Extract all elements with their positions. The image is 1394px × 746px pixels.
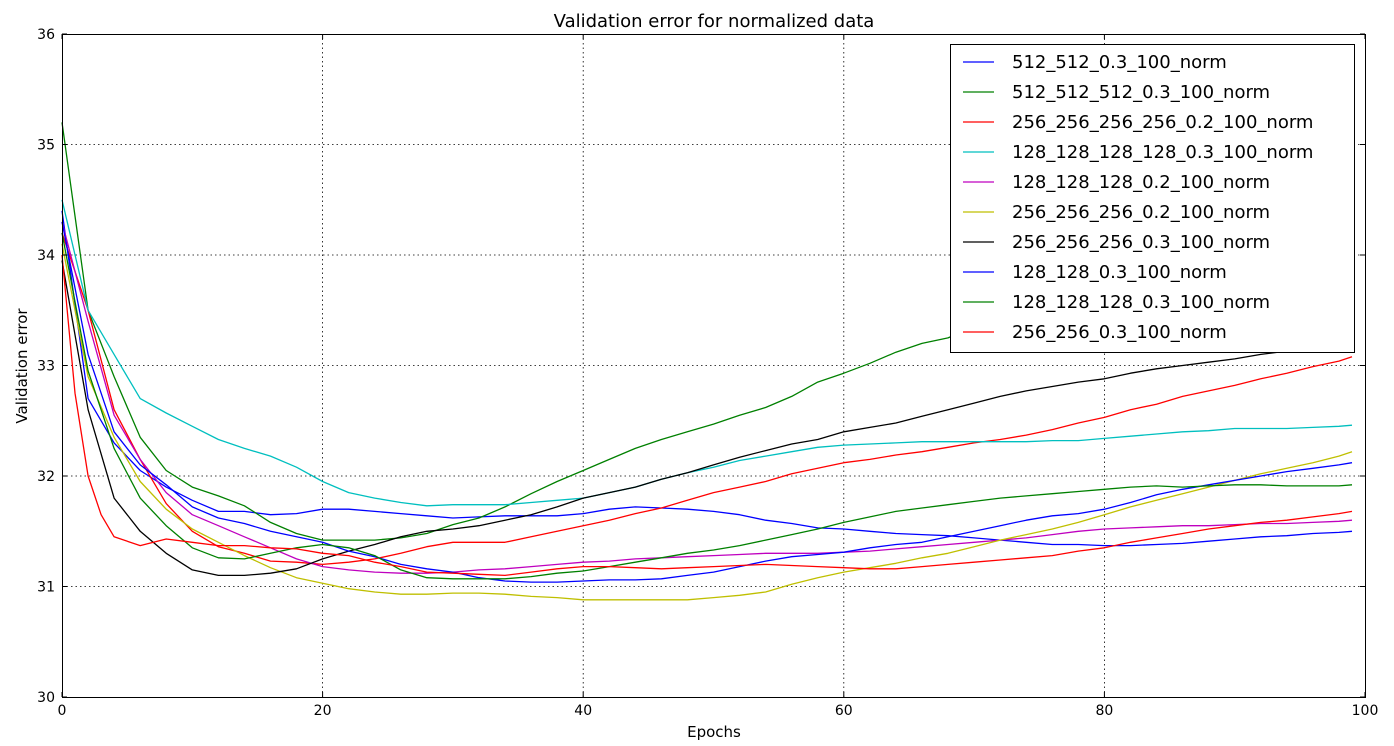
x-tick-label: 80 [1095,703,1113,719]
y-tick-label: 31 [37,580,55,596]
series-line-1 [61,210,1353,547]
axis-ticks: 0 20 40 60 80 100 30 31 32 33 34 35 36 [37,27,1378,719]
legend-label: 512_512_0.3_100_norm [1012,52,1227,73]
series-line-3 [61,232,1353,566]
legend-label: 256_256_256_0.2_100_norm [1012,202,1270,223]
legend-box [950,44,1355,353]
x-tick-label: 100 [1352,703,1379,719]
legend-label: 256_256_256_256_0.2_100_norm [1012,112,1313,133]
y-tick-label: 36 [37,27,55,43]
y-tick-label: 35 [37,138,55,154]
chart-title: Validation error for normalized data [554,11,875,32]
legend-label: 512_512_512_0.3_100_norm [1012,82,1270,103]
legend: 512_512_0.3_100_norm 512_512_512_0.3_100_… [950,44,1355,353]
legend-label: 128_128_0.3_100_norm [1012,262,1227,283]
y-tick-label: 33 [37,359,55,375]
y-tick-label: 34 [37,248,55,264]
y-tick-label: 32 [37,469,55,485]
x-tick-label: 0 [58,703,67,719]
series-line-10 [61,254,1353,577]
legend-label: 128_128_128_0.2_100_norm [1012,172,1270,193]
series-line-4 [61,199,1353,507]
x-tick-label: 60 [835,703,853,719]
x-tick-label: 20 [314,703,332,719]
series-lines [61,122,1353,601]
x-axis-label: Epochs [687,723,741,741]
series-line-6 [61,243,1353,601]
legend-label: 256_256_0.3_100_norm [1012,322,1227,343]
legend-label: 128_128_128_128_0.3_100_norm [1012,142,1313,163]
legend-label: 128_128_128_0.3_100_norm [1012,292,1270,313]
series-line-2 [61,122,962,541]
legend-label: 256_256_256_0.3_100_norm [1012,232,1270,253]
series-line-9 [61,232,1353,580]
series-line-8 [61,221,1353,583]
y-axis-label: Validation error [13,308,31,424]
x-tick-label: 40 [574,703,592,719]
series-line-7 [61,260,1327,577]
y-tick-label: 30 [37,690,55,706]
